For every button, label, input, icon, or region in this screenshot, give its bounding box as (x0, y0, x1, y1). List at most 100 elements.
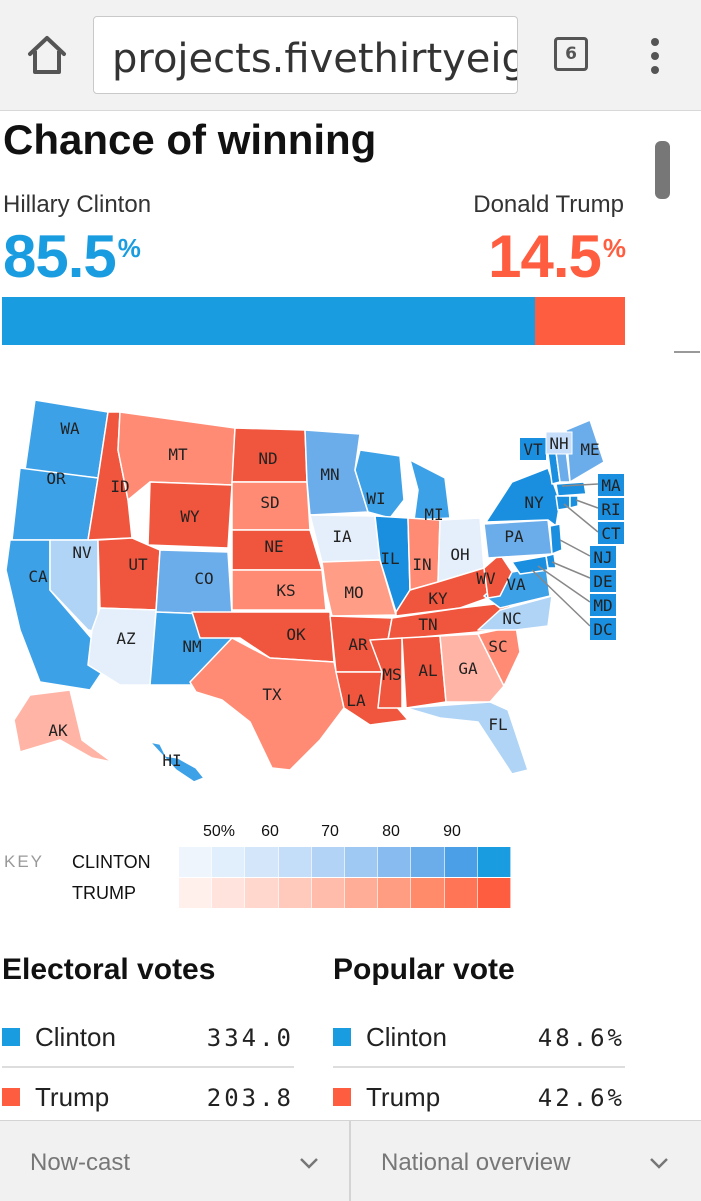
view-select[interactable]: National overview (351, 1121, 701, 1201)
clinton-probability-fill (2, 297, 535, 345)
label-CO: CO (194, 569, 213, 588)
key-trump-swatch (212, 878, 246, 908)
scrollbar-thumb[interactable] (655, 141, 670, 199)
page-title: Chance of winning (3, 116, 377, 163)
callout-NJ (590, 546, 616, 568)
label-KS: KS (276, 581, 295, 600)
state-IN (407, 517, 441, 591)
callout-CT (598, 522, 624, 544)
chevron-down-icon (650, 1158, 668, 1169)
label-AK: AK (48, 721, 68, 740)
label-ND: ND (258, 449, 277, 468)
key-tick-80: 80 (382, 823, 400, 840)
key-trump-swatch (311, 878, 346, 908)
popular-trump-name: Trump (366, 1082, 441, 1112)
label-CA: CA (28, 567, 48, 586)
callout-RI (598, 498, 624, 520)
key-clinton-swatch (245, 847, 279, 877)
overflow-menu-icon[interactable] (640, 36, 670, 76)
label-NH: NH (549, 434, 568, 453)
state-WY (147, 481, 233, 549)
state-HI (149, 741, 205, 783)
trump-chance-value: 14.5 (488, 223, 602, 290)
key-label: KEY (4, 852, 45, 871)
callout-VT (520, 438, 546, 460)
key-clinton-swatch (179, 847, 213, 877)
label-TX: TX (262, 685, 282, 704)
label-MI: MI (424, 505, 443, 524)
key-trump-swatch (345, 878, 379, 908)
label-OH: OH (450, 545, 469, 564)
state-WA (24, 399, 109, 479)
callout-DC (590, 618, 616, 640)
state-MS (369, 637, 403, 709)
electoral-trump-value: 203.8 (206, 1084, 294, 1112)
electoral-row-trump: Trump 203.8 (2, 1082, 294, 1112)
state-FL (405, 701, 529, 775)
key-trump-swatch (378, 878, 412, 908)
label-AL: AL (418, 661, 437, 680)
label-IL: IL (380, 549, 399, 568)
url-text: projects.fivethirtyeight.com (112, 36, 517, 82)
model-select[interactable]: Now-cast (0, 1121, 349, 1201)
label-AR: AR (348, 635, 368, 654)
key-trump-swatch (179, 878, 213, 908)
label-OR: OR (46, 469, 66, 488)
state-TX (189, 637, 345, 771)
popular-clinton-name: Clinton (366, 1022, 447, 1052)
key-clinton-label: CLINTON (72, 852, 151, 872)
label-OK: OK (286, 625, 306, 644)
state-NJ (549, 523, 563, 555)
electoral-clinton-name: Clinton (35, 1022, 116, 1052)
state-KS (231, 569, 327, 611)
label-DE: DE (593, 572, 612, 591)
callout-MD (590, 594, 616, 616)
label-MA: MA (601, 476, 621, 495)
label-VA: VA (506, 575, 526, 594)
divider (333, 1066, 625, 1068)
popular-trump-value: 42.6% (537, 1084, 625, 1112)
popular-row-trump: Trump 42.6% (333, 1082, 625, 1112)
key-clinton-scale (179, 847, 512, 877)
key-clinton-swatch (278, 847, 312, 877)
view-select-label: National overview (381, 1149, 571, 1176)
key-trump-label: TRUMP (72, 883, 136, 903)
key-tick-70: 70 (321, 823, 339, 840)
browser-toolbar: projects.fivethirtyeight.com 6 (0, 0, 701, 111)
callout-MA (598, 474, 624, 496)
clinton-name: Hillary Clinton (3, 191, 152, 218)
tab-switcher-button[interactable]: 6 (554, 37, 588, 71)
divider (2, 1066, 294, 1068)
address-bar[interactable]: projects.fivethirtyeight.com (93, 16, 518, 94)
trump-name: Donald Trump (473, 191, 624, 218)
key-clinton-swatch (311, 847, 346, 877)
label-WV: WV (476, 569, 496, 588)
label-IN: IN (412, 555, 431, 574)
label-TN: TN (418, 615, 437, 634)
label-HI: HI (162, 751, 181, 770)
trump-chance: 14.5% (488, 222, 626, 291)
key-trump-swatch (411, 878, 445, 908)
key-tick-50: 50% (202, 823, 236, 840)
label-MD: MD (593, 596, 612, 615)
label-NY: NY (524, 493, 544, 512)
label-LA: LA (346, 691, 366, 710)
label-KY: KY (428, 589, 448, 608)
label-MO: MO (344, 583, 363, 602)
key-clinton-swatch (378, 847, 412, 877)
state-MO (321, 559, 397, 617)
key-clinton-swatch (411, 847, 445, 877)
home-icon[interactable] (22, 30, 72, 80)
probability-bar (2, 297, 625, 345)
key-trump-swatch (278, 878, 312, 908)
label-IA: IA (332, 527, 352, 546)
key-trump-scale (179, 878, 512, 908)
callout-DE (590, 570, 616, 592)
us-forecast-map: WA OR CA NV ID MT WY UT AZ CO NM ND SD N… (5, 399, 624, 783)
label-ME: ME (580, 440, 599, 459)
popular-vote-title: Popular vote (333, 953, 515, 986)
key-clinton-swatch (212, 847, 246, 877)
label-NM: NM (182, 637, 201, 656)
clinton-swatch (2, 1028, 20, 1046)
percent-sign: % (117, 233, 141, 263)
